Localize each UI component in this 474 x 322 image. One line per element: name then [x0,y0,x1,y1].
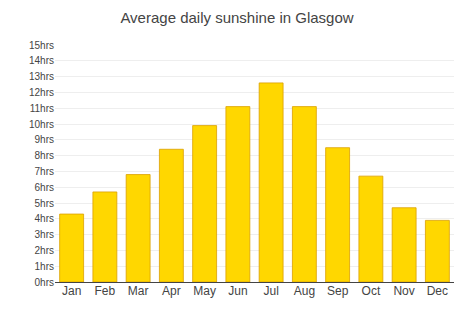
svg-text:3hrs: 3hrs [35,229,54,240]
svg-text:Jan: Jan [62,284,81,298]
svg-text:May: May [193,284,216,298]
svg-text:1hrs: 1hrs [35,261,54,272]
svg-text:Average daily sunshine in Glas: Average daily sunshine in Glasgow [120,9,353,26]
svg-text:Jun: Jun [228,284,247,298]
svg-text:Jul: Jul [263,284,278,298]
svg-text:6hrs: 6hrs [35,182,54,193]
svg-text:2hrs: 2hrs [35,245,54,256]
svg-text:7hrs: 7hrs [35,166,54,177]
svg-text:Mar: Mar [128,284,149,298]
svg-text:Apr: Apr [162,284,181,298]
svg-text:15hrs: 15hrs [29,40,54,51]
svg-text:Feb: Feb [95,284,116,298]
svg-text:Nov: Nov [393,284,414,298]
svg-text:Sep: Sep [327,284,349,298]
svg-text:10hrs: 10hrs [29,119,54,130]
svg-text:8hrs: 8hrs [35,150,54,161]
svg-text:13hrs: 13hrs [29,71,54,82]
svg-text:12hrs: 12hrs [29,87,54,98]
svg-text:Aug: Aug [294,284,315,298]
svg-text:9hrs: 9hrs [35,134,54,145]
svg-text:4hrs: 4hrs [35,213,54,224]
svg-text:14hrs: 14hrs [29,55,54,66]
svg-text:Dec: Dec [427,284,448,298]
svg-text:5hrs: 5hrs [35,198,54,209]
svg-text:0hrs: 0hrs [35,277,54,288]
svg-text:Oct: Oct [362,284,381,298]
svg-text:11hrs: 11hrs [30,103,54,114]
